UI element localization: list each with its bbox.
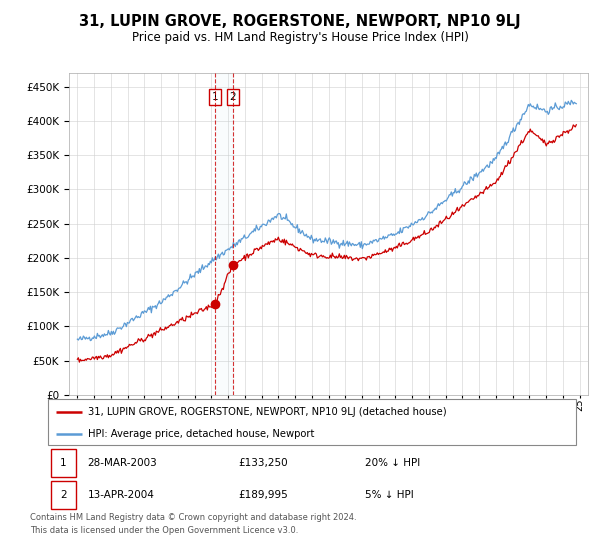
Text: Price paid vs. HM Land Registry's House Price Index (HPI): Price paid vs. HM Land Registry's House …: [131, 31, 469, 44]
FancyBboxPatch shape: [50, 482, 76, 509]
FancyBboxPatch shape: [48, 399, 576, 445]
Text: 2: 2: [60, 490, 67, 500]
Text: £189,995: £189,995: [238, 490, 288, 500]
Text: This data is licensed under the Open Government Licence v3.0.: This data is licensed under the Open Gov…: [30, 526, 298, 535]
Text: 31, LUPIN GROVE, ROGERSTONE, NEWPORT, NP10 9LJ (detached house): 31, LUPIN GROVE, ROGERSTONE, NEWPORT, NP…: [88, 407, 446, 417]
FancyBboxPatch shape: [50, 449, 76, 477]
Text: 20% ↓ HPI: 20% ↓ HPI: [365, 458, 420, 468]
Text: 28-MAR-2003: 28-MAR-2003: [88, 458, 157, 468]
Text: £133,250: £133,250: [238, 458, 288, 468]
Text: Contains HM Land Registry data © Crown copyright and database right 2024.: Contains HM Land Registry data © Crown c…: [30, 513, 356, 522]
Text: 13-APR-2004: 13-APR-2004: [88, 490, 154, 500]
Text: 1: 1: [212, 92, 218, 102]
Text: HPI: Average price, detached house, Newport: HPI: Average price, detached house, Newp…: [88, 429, 314, 438]
Text: 31, LUPIN GROVE, ROGERSTONE, NEWPORT, NP10 9LJ: 31, LUPIN GROVE, ROGERSTONE, NEWPORT, NP…: [79, 14, 521, 29]
Text: 2: 2: [229, 92, 236, 102]
Bar: [215, 73, 233, 395]
Text: 1: 1: [60, 458, 67, 468]
Text: 5% ↓ HPI: 5% ↓ HPI: [365, 490, 413, 500]
